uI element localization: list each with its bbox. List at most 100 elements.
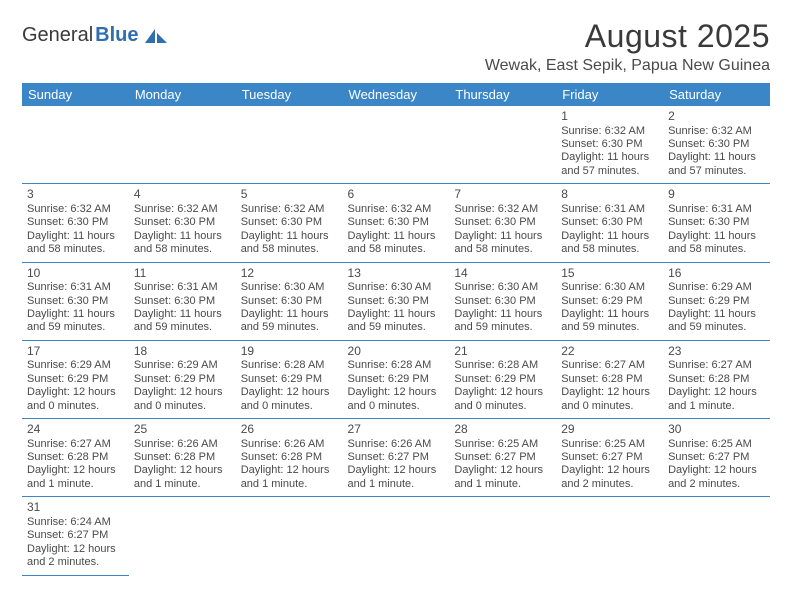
daylight-line: Daylight: 12 hours and 1 minute. xyxy=(668,386,765,413)
sunrise-line: Sunrise: 6:25 AM xyxy=(561,438,658,451)
sunset-line: Sunset: 6:29 PM xyxy=(241,373,338,386)
sunrise-line: Sunrise: 6:32 AM xyxy=(241,203,338,216)
calendar-row: 1Sunrise: 6:32 AMSunset: 6:30 PMDaylight… xyxy=(22,106,770,184)
day-number: 20 xyxy=(348,344,445,359)
calendar-cell: 26Sunrise: 6:26 AMSunset: 6:28 PMDayligh… xyxy=(236,419,343,497)
day-number: 28 xyxy=(454,422,551,437)
daylight-line: Daylight: 12 hours and 1 minute. xyxy=(134,464,231,491)
sunrise-line: Sunrise: 6:32 AM xyxy=(27,203,124,216)
daylight-line: Daylight: 12 hours and 0 minutes. xyxy=(561,386,658,413)
sunset-line: Sunset: 6:27 PM xyxy=(454,451,551,464)
month-title: August 2025 xyxy=(485,18,770,55)
calendar-row: 24Sunrise: 6:27 AMSunset: 6:28 PMDayligh… xyxy=(22,419,770,497)
calendar-cell-empty xyxy=(129,497,236,575)
brand-logo: General Blue xyxy=(22,24,169,47)
calendar-cell-empty xyxy=(663,497,770,575)
sunrise-line: Sunrise: 6:30 AM xyxy=(348,281,445,294)
title-block: August 2025 Wewak, East Sepik, Papua New… xyxy=(485,18,770,75)
calendar-cell: 12Sunrise: 6:30 AMSunset: 6:30 PMDayligh… xyxy=(236,262,343,340)
sunrise-line: Sunrise: 6:30 AM xyxy=(454,281,551,294)
calendar-cell: 10Sunrise: 6:31 AMSunset: 6:30 PMDayligh… xyxy=(22,262,129,340)
calendar-cell-empty xyxy=(236,106,343,184)
sunrise-line: Sunrise: 6:25 AM xyxy=(668,438,765,451)
daylight-line: Daylight: 11 hours and 57 minutes. xyxy=(668,151,765,178)
day-number: 22 xyxy=(561,344,658,359)
daylight-line: Daylight: 11 hours and 59 minutes. xyxy=(27,308,124,335)
sunrise-line: Sunrise: 6:24 AM xyxy=(27,516,124,529)
sunset-line: Sunset: 6:30 PM xyxy=(668,216,765,229)
weekday-header: Thursday xyxy=(449,83,556,106)
calendar-row: 31Sunrise: 6:24 AMSunset: 6:27 PMDayligh… xyxy=(22,497,770,575)
calendar-cell: 29Sunrise: 6:25 AMSunset: 6:27 PMDayligh… xyxy=(556,419,663,497)
daylight-line: Daylight: 11 hours and 58 minutes. xyxy=(561,230,658,257)
calendar-cell: 4Sunrise: 6:32 AMSunset: 6:30 PMDaylight… xyxy=(129,184,236,262)
weekday-header: Monday xyxy=(129,83,236,106)
day-number: 3 xyxy=(27,187,124,202)
sunset-line: Sunset: 6:28 PM xyxy=(27,451,124,464)
weekday-header: Friday xyxy=(556,83,663,106)
calendar-cell-empty xyxy=(343,106,450,184)
sunset-line: Sunset: 6:28 PM xyxy=(668,373,765,386)
location-text: Wewak, East Sepik, Papua New Guinea xyxy=(485,57,770,75)
daylight-line: Daylight: 11 hours and 58 minutes. xyxy=(27,230,124,257)
sunset-line: Sunset: 6:30 PM xyxy=(27,295,124,308)
calendar-cell: 7Sunrise: 6:32 AMSunset: 6:30 PMDaylight… xyxy=(449,184,556,262)
sunset-line: Sunset: 6:30 PM xyxy=(454,295,551,308)
sunset-line: Sunset: 6:28 PM xyxy=(134,451,231,464)
daylight-line: Daylight: 11 hours and 59 minutes. xyxy=(241,308,338,335)
daylight-line: Daylight: 11 hours and 57 minutes. xyxy=(561,151,658,178)
calendar-table: Sunday Monday Tuesday Wednesday Thursday… xyxy=(22,83,770,576)
calendar-cell: 8Sunrise: 6:31 AMSunset: 6:30 PMDaylight… xyxy=(556,184,663,262)
calendar-cell: 14Sunrise: 6:30 AMSunset: 6:30 PMDayligh… xyxy=(449,262,556,340)
calendar-cell: 16Sunrise: 6:29 AMSunset: 6:29 PMDayligh… xyxy=(663,262,770,340)
sunset-line: Sunset: 6:27 PM xyxy=(27,529,124,542)
sunset-line: Sunset: 6:30 PM xyxy=(668,138,765,151)
calendar-cell: 27Sunrise: 6:26 AMSunset: 6:27 PMDayligh… xyxy=(343,419,450,497)
sunset-line: Sunset: 6:29 PM xyxy=(348,373,445,386)
daylight-line: Daylight: 11 hours and 59 minutes. xyxy=(454,308,551,335)
daylight-line: Daylight: 12 hours and 2 minutes. xyxy=(668,464,765,491)
sunrise-line: Sunrise: 6:27 AM xyxy=(561,359,658,372)
calendar-cell: 3Sunrise: 6:32 AMSunset: 6:30 PMDaylight… xyxy=(22,184,129,262)
sunset-line: Sunset: 6:30 PM xyxy=(454,216,551,229)
calendar-cell-empty xyxy=(343,497,450,575)
calendar-cell: 9Sunrise: 6:31 AMSunset: 6:30 PMDaylight… xyxy=(663,184,770,262)
day-number: 26 xyxy=(241,422,338,437)
daylight-line: Daylight: 12 hours and 1 minute. xyxy=(241,464,338,491)
sunset-line: Sunset: 6:30 PM xyxy=(561,216,658,229)
sunrise-line: Sunrise: 6:29 AM xyxy=(134,359,231,372)
sunset-line: Sunset: 6:29 PM xyxy=(561,295,658,308)
day-number: 25 xyxy=(134,422,231,437)
day-number: 2 xyxy=(668,109,765,124)
daylight-line: Daylight: 12 hours and 0 minutes. xyxy=(134,386,231,413)
day-number: 21 xyxy=(454,344,551,359)
sunset-line: Sunset: 6:29 PM xyxy=(134,373,231,386)
weekday-header: Tuesday xyxy=(236,83,343,106)
sunset-line: Sunset: 6:30 PM xyxy=(348,295,445,308)
calendar-cell: 25Sunrise: 6:26 AMSunset: 6:28 PMDayligh… xyxy=(129,419,236,497)
calendar-cell: 13Sunrise: 6:30 AMSunset: 6:30 PMDayligh… xyxy=(343,262,450,340)
calendar-cell: 11Sunrise: 6:31 AMSunset: 6:30 PMDayligh… xyxy=(129,262,236,340)
sunrise-line: Sunrise: 6:30 AM xyxy=(241,281,338,294)
sunset-line: Sunset: 6:27 PM xyxy=(561,451,658,464)
sunrise-line: Sunrise: 6:32 AM xyxy=(134,203,231,216)
daylight-line: Daylight: 12 hours and 0 minutes. xyxy=(454,386,551,413)
calendar-cell-empty xyxy=(449,106,556,184)
daylight-line: Daylight: 11 hours and 58 minutes. xyxy=(668,230,765,257)
sunrise-line: Sunrise: 6:28 AM xyxy=(348,359,445,372)
daylight-line: Daylight: 12 hours and 0 minutes. xyxy=(27,386,124,413)
sunrise-line: Sunrise: 6:26 AM xyxy=(134,438,231,451)
sunrise-line: Sunrise: 6:29 AM xyxy=(27,359,124,372)
calendar-cell: 23Sunrise: 6:27 AMSunset: 6:28 PMDayligh… xyxy=(663,340,770,418)
sunset-line: Sunset: 6:30 PM xyxy=(241,295,338,308)
sunrise-line: Sunrise: 6:32 AM xyxy=(348,203,445,216)
daylight-line: Daylight: 11 hours and 59 minutes. xyxy=(668,308,765,335)
calendar-cell: 18Sunrise: 6:29 AMSunset: 6:29 PMDayligh… xyxy=(129,340,236,418)
day-number: 10 xyxy=(27,266,124,281)
sunrise-line: Sunrise: 6:29 AM xyxy=(668,281,765,294)
sunrise-line: Sunrise: 6:31 AM xyxy=(27,281,124,294)
calendar-cell-empty xyxy=(22,106,129,184)
daylight-line: Daylight: 11 hours and 58 minutes. xyxy=(348,230,445,257)
day-number: 24 xyxy=(27,422,124,437)
sunrise-line: Sunrise: 6:25 AM xyxy=(454,438,551,451)
